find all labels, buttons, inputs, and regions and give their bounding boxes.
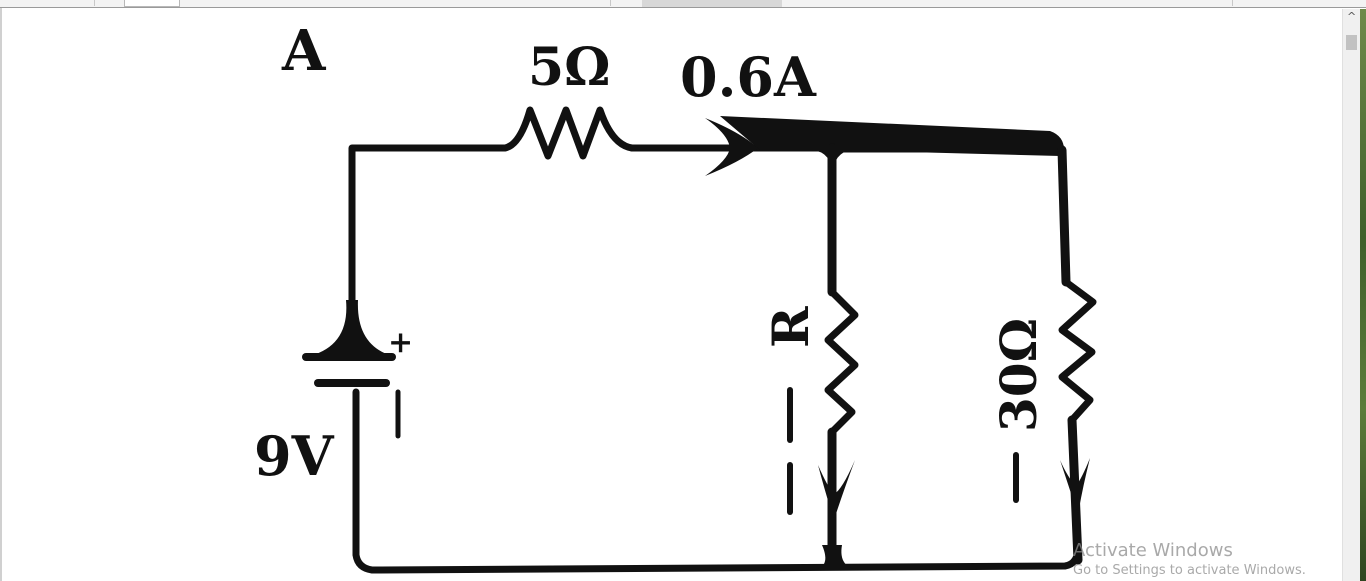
series-resistor-label: 5Ω [528,37,610,98]
toolbar-separator [610,0,611,6]
desktop-background-strip [1360,9,1366,581]
parallel-resistor [1058,278,1097,424]
top-toolbar [0,0,1366,8]
toolbar-separator [94,0,95,6]
branch-30-wire-upper [1057,145,1071,287]
chevron-up-icon[interactable]: ^ [1347,10,1357,23]
battery-positive-symbol: + [388,325,413,360]
corner-label: A [281,18,327,84]
branch-r-arrow-head [818,460,855,520]
toolbar-input-field[interactable] [124,0,180,7]
current-arrow-head [705,118,758,176]
unknown-resistor [824,288,859,436]
toolbar-active-tab[interactable] [642,0,782,7]
parallel-resistor-label: 30Ω [989,318,1048,432]
wire-bottom [352,388,1082,574]
vertical-scrollbar[interactable]: ^ [1342,9,1360,581]
battery-voltage-label: 9V [254,424,335,488]
document-page: A 5Ω 0.6A 9V + R 30Ω [2,9,1342,581]
window-left-border [0,8,2,581]
junction-bottom-middle [812,545,860,570]
unknown-resistor-label: R [761,306,820,348]
wire-battery-flare [310,300,392,356]
current-label: 0.6A [680,45,817,109]
wire-left-upper [348,144,509,359]
series-resistor [501,106,636,160]
branch-30-arrow-head [1060,458,1090,515]
junction-top-middle [812,150,852,175]
toolbar-separator [1232,0,1233,6]
scrollbar-thumb[interactable] [1346,35,1357,50]
circuit-diagram: A 5Ω 0.6A 9V + R 30Ω [254,18,1097,574]
